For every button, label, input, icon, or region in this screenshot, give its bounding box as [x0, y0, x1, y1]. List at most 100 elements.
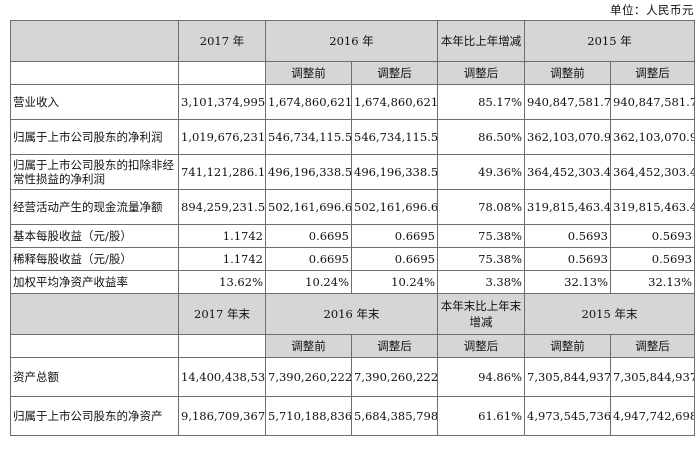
table-row: 归属于上市公司股东的扣除非经常性损益的净利润 741,121,286.18 49… [10, 154, 695, 190]
value-2015-before: 7,305,844,937.08 [524, 357, 611, 397]
value-change: 75.38% [437, 247, 525, 271]
value-2015-after: 940,847,581.74 [610, 84, 695, 120]
value-2016-before: 0.6695 [265, 224, 352, 248]
subheader-2015-before: 调整前 [524, 334, 611, 358]
subheader-blank-cell [10, 334, 179, 358]
row-label: 归属于上市公司股东的扣除非经常性损益的净利润 [10, 154, 179, 190]
header-row-annual: 2017 年 2016 年 本年比上年增减 2015 年 [10, 20, 695, 62]
value-change: 49.36% [437, 154, 525, 190]
value-2016-before: 5,710,188,836.61 [265, 396, 352, 436]
value-2016-after: 502,161,696.61 [351, 189, 438, 225]
value-2016-after: 496,196,338.51 [351, 154, 438, 190]
header-blank-cell [10, 293, 179, 335]
value-2016-after: 7,390,260,222.32 [351, 357, 438, 397]
value-2016-before: 0.6695 [265, 247, 352, 271]
table-row: 稀释每股收益（元/股） 1.1742 0.6695 0.6695 75.38% … [10, 247, 695, 271]
value-2015-before: 319,815,463.45 [524, 189, 611, 225]
value-2015-before: 364,452,303.48 [524, 154, 611, 190]
value-2015-before: 940,847,581.74 [524, 84, 611, 120]
value-change: 86.50% [437, 119, 525, 155]
value-2015-after: 7,305,844,937.08 [610, 357, 695, 397]
header-row-year-end: 2017 年末 2016 年末 本年末比上年末增减 2015 年末 [10, 293, 695, 335]
value-change: 94.86% [437, 357, 525, 397]
subheader-change-after: 调整后 [437, 334, 525, 358]
header-2017-end: 2017 年末 [178, 293, 266, 335]
subheader-blank-cell [10, 61, 179, 85]
row-label: 资产总额 [10, 357, 179, 397]
table-row: 基本每股收益（元/股） 1.1742 0.6695 0.6695 75.38% … [10, 224, 695, 248]
table-row: 归属于上市公司股东的净资产 9,186,709,367.54 5,710,188… [10, 396, 695, 436]
financial-summary-table: 2017 年 2016 年 本年比上年增减 2015 年 调整前 调整后 调整后… [10, 20, 695, 436]
value-2015-after: 4,947,742,698.01 [610, 396, 695, 436]
value-2017: 894,259,231.53 [178, 189, 266, 225]
row-label: 归属于上市公司股东的净资产 [10, 396, 179, 436]
value-2015-after: 0.5693 [610, 247, 695, 271]
subheader-2016-before: 调整前 [265, 61, 352, 85]
row-label: 基本每股收益（元/股） [10, 224, 179, 248]
value-2017: 9,186,709,367.54 [178, 396, 266, 436]
value-2016-before: 496,196,338.51 [265, 154, 352, 190]
row-label: 归属于上市公司股东的净利润 [10, 119, 179, 155]
value-2015-before: 0.5693 [524, 247, 611, 271]
value-2017: 3,101,374,995.27 [178, 84, 266, 120]
value-2017: 1.1742 [178, 224, 266, 248]
value-2017: 1,019,676,231.19 [178, 119, 266, 155]
subheader-blank-cell [178, 334, 266, 358]
value-2015-before: 0.5693 [524, 224, 611, 248]
value-2016-after: 10.24% [351, 270, 438, 294]
subheader-row-year-end: 调整前 调整后 调整后 调整前 调整后 [10, 334, 695, 358]
unit-label: 单位：人民币元 [610, 3, 694, 17]
subheader-2016-after: 调整后 [351, 334, 438, 358]
table-row: 资产总额 14,400,438,534.80 7,390,260,222.32 … [10, 357, 695, 397]
value-2015-after: 32.13% [610, 270, 695, 294]
header-2016: 2016 年 [265, 20, 438, 62]
header-blank-cell [10, 20, 179, 62]
value-2017: 741,121,286.18 [178, 154, 266, 190]
subheader-2015-after: 调整后 [610, 61, 695, 85]
value-2015-after: 319,815,463.45 [610, 189, 695, 225]
header-change-end: 本年末比上年末增减 [437, 293, 525, 335]
row-label: 经营活动产生的现金流量净额 [10, 189, 179, 225]
value-2016-after: 5,684,385,798.37 [351, 396, 438, 436]
value-2016-before: 546,734,115.53 [265, 119, 352, 155]
subheader-2016-after: 调整后 [351, 61, 438, 85]
header-2017: 2017 年 [178, 20, 266, 62]
value-2017: 14,400,438,534.80 [178, 357, 266, 397]
value-2016-before: 7,390,260,222.32 [265, 357, 352, 397]
value-2016-after: 546,734,115.53 [351, 119, 438, 155]
value-change: 85.17% [437, 84, 525, 120]
value-2015-before: 32.13% [524, 270, 611, 294]
row-label: 稀释每股收益（元/股） [10, 247, 179, 271]
value-2016-before: 1,674,860,621.67 [265, 84, 352, 120]
value-change: 61.61% [437, 396, 525, 436]
subheader-2016-before: 调整前 [265, 334, 352, 358]
value-2017: 1.1742 [178, 247, 266, 271]
table-row: 经营活动产生的现金流量净额 894,259,231.53 502,161,696… [10, 189, 695, 225]
value-2017: 13.62% [178, 270, 266, 294]
subheader-2015-after: 调整后 [610, 334, 695, 358]
value-2016-before: 502,161,696.61 [265, 189, 352, 225]
value-2016-after: 1,674,860,621.67 [351, 84, 438, 120]
value-change: 3.38% [437, 270, 525, 294]
header-change: 本年比上年增减 [437, 20, 525, 62]
row-label: 营业收入 [10, 84, 179, 120]
value-change: 75.38% [437, 224, 525, 248]
value-2015-after: 364,452,303.48 [610, 154, 695, 190]
subheader-row-annual: 调整前 调整后 调整后 调整前 调整后 [10, 61, 695, 85]
row-label: 加权平均净资产收益率 [10, 270, 179, 294]
table-row: 加权平均净资产收益率 13.62% 10.24% 10.24% 3.38% 32… [10, 270, 695, 294]
value-2015-before: 362,103,070.96 [524, 119, 611, 155]
value-2015-after: 362,103,070.96 [610, 119, 695, 155]
value-2016-before: 10.24% [265, 270, 352, 294]
header-2016-end: 2016 年末 [265, 293, 438, 335]
subheader-2015-before: 调整前 [524, 61, 611, 85]
value-change: 78.08% [437, 189, 525, 225]
table-row: 营业收入 3,101,374,995.27 1,674,860,621.67 1… [10, 84, 695, 120]
value-2015-after: 0.5693 [610, 224, 695, 248]
value-2016-after: 0.6695 [351, 224, 438, 248]
value-2016-after: 0.6695 [351, 247, 438, 271]
subheader-change-after: 调整后 [437, 61, 525, 85]
table-row: 归属于上市公司股东的净利润 1,019,676,231.19 546,734,1… [10, 119, 695, 155]
value-2015-before: 4,973,545,736.25 [524, 396, 611, 436]
subheader-blank-cell [178, 61, 266, 85]
